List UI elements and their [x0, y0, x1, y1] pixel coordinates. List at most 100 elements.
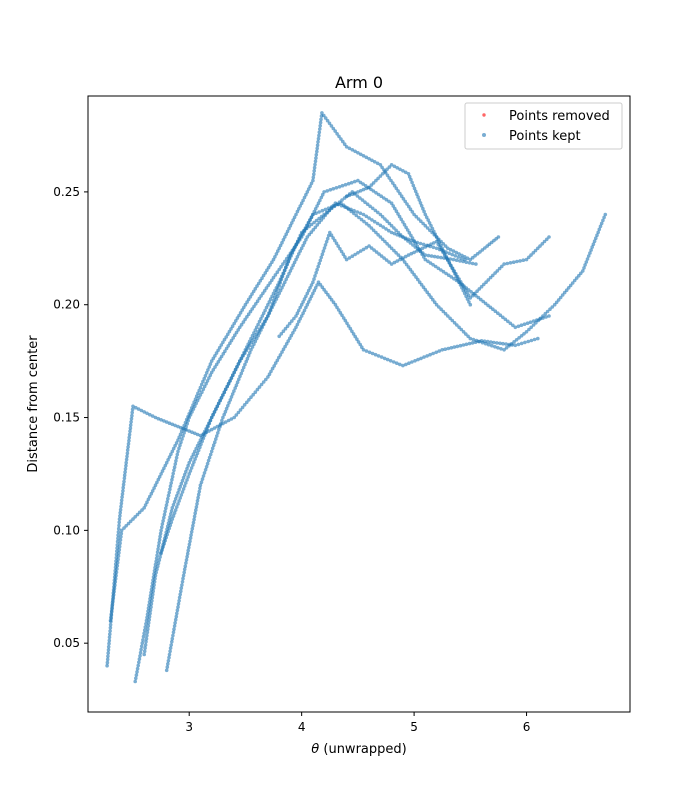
data-point: [361, 182, 365, 186]
data-point: [122, 476, 127, 481]
data-point: [169, 481, 173, 485]
data-point: [116, 557, 120, 562]
data-point: [162, 419, 166, 423]
data-point: [482, 282, 486, 287]
data-point: [253, 328, 258, 332]
data-point: [311, 291, 315, 296]
data-point: [596, 230, 600, 235]
data-point: [218, 425, 222, 429]
data-point: [233, 333, 237, 338]
data-point: [173, 621, 177, 625]
data-point: [318, 120, 323, 125]
data-point: [467, 261, 472, 265]
data-point: [387, 165, 392, 169]
data-point: [266, 283, 271, 288]
data-point: [309, 294, 314, 299]
data-point: [462, 254, 467, 259]
data-point: [252, 342, 256, 347]
data-point: [185, 555, 189, 559]
data-point: [595, 233, 599, 237]
data-point: [594, 236, 598, 240]
data-point: [426, 253, 431, 258]
data-point: [421, 221, 425, 226]
data-point: [346, 324, 351, 328]
data-point: [265, 268, 269, 273]
data-point: [149, 491, 154, 496]
data-point: [148, 611, 152, 616]
data-point: [406, 253, 411, 257]
data-point: [234, 319, 238, 323]
data-point: [378, 223, 383, 228]
data-point: [309, 181, 314, 186]
data-point: [416, 217, 421, 221]
data-point: [208, 373, 213, 378]
data-point: [179, 589, 183, 594]
data-point: [106, 654, 110, 659]
data-point: [455, 277, 460, 282]
data-point: [379, 194, 384, 198]
legend-box: [464, 102, 623, 150]
data-point: [278, 288, 283, 293]
data-point: [235, 316, 240, 320]
data-point: [312, 277, 316, 281]
data-point: [318, 258, 323, 263]
x-axis-label-symbol: θ: [311, 742, 319, 757]
data-point: [427, 221, 432, 225]
data-point: [374, 250, 379, 254]
data-point: [287, 257, 292, 261]
data-point: [261, 273, 266, 278]
data-point: [264, 377, 268, 382]
data-point: [307, 232, 312, 237]
data-point: [299, 230, 304, 235]
data-point: [259, 328, 263, 332]
data-point: [205, 461, 210, 466]
data-point: [350, 148, 355, 152]
data-point: [429, 295, 433, 300]
data-point: [177, 595, 182, 600]
data-point: [179, 586, 184, 590]
data-point: [212, 426, 217, 430]
data-point: [395, 361, 399, 366]
data-point: [260, 314, 265, 318]
data-point: [234, 383, 239, 388]
data-point: [431, 297, 435, 302]
data-point: [367, 223, 371, 228]
data-point: [216, 348, 220, 353]
data-point: [221, 352, 226, 356]
data-point: [358, 211, 363, 215]
data-point: [184, 561, 188, 565]
data-point: [361, 154, 366, 158]
data-point: [176, 438, 180, 442]
data-point: [167, 652, 172, 657]
data-point: [441, 249, 446, 253]
legend-label-kept: Points kept: [509, 129, 581, 144]
data-point: [229, 327, 233, 331]
data-point: [367, 244, 371, 248]
data-point: [177, 487, 181, 492]
data-point: [257, 385, 262, 389]
data-point: [270, 294, 274, 299]
data-point: [432, 229, 436, 234]
data-point: [274, 297, 279, 301]
data-point: [524, 257, 529, 262]
data-point: [255, 387, 260, 392]
data-point: [191, 463, 195, 467]
data-point: [150, 595, 155, 600]
data-point: [166, 662, 170, 666]
data-point: [365, 202, 370, 206]
y-tick-label: 0.15: [53, 411, 80, 425]
data-point: [281, 262, 285, 266]
data-point: [421, 206, 425, 211]
data-point: [147, 614, 152, 619]
data-point: [396, 212, 400, 216]
data-point: [253, 390, 258, 395]
data-point: [272, 364, 277, 368]
data-point: [369, 183, 374, 187]
data-point: [395, 233, 400, 237]
data-point: [522, 322, 527, 327]
data-point: [118, 541, 122, 546]
data-point: [142, 410, 146, 414]
data-point: [410, 270, 415, 274]
data-point: [208, 418, 213, 423]
